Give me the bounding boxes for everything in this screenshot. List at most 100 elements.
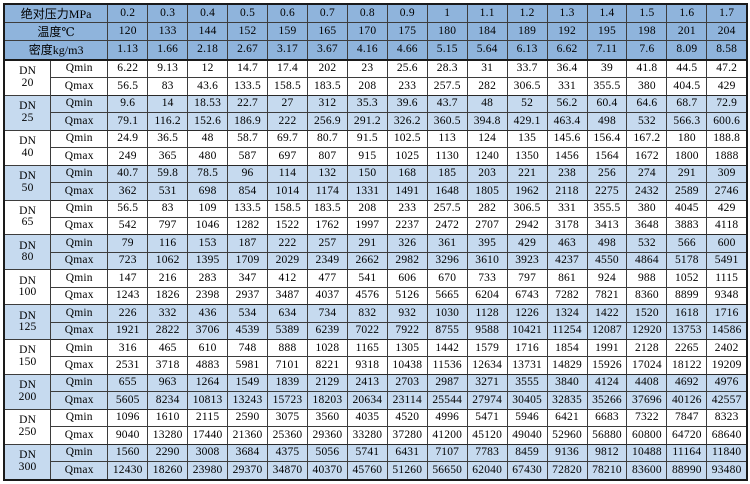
absolute-pressure-value: 0.2	[107, 3, 149, 24]
qmin-value: 43.7	[426, 94, 468, 114]
qmin-value: 1264	[187, 373, 229, 393]
table-row: Qmax 2531 3718 4883 5981 7101 8221 9318 10438 115…	[4, 356, 748, 375]
qmax-value: 698	[187, 182, 229, 201]
absolute-pressure-value: 0.5	[227, 3, 269, 24]
dn-label-100: DN 100	[3, 269, 52, 306]
table-row: Qmax 5605 8234 10813 13243 15723 18203 20634 231…	[4, 391, 748, 410]
qmax-value: 83	[147, 77, 189, 96]
absolute-pressure-value: 0.3	[147, 3, 189, 24]
qmax-value: 2937	[227, 286, 269, 306]
absolute-pressure-value: 1.3	[546, 3, 588, 24]
density-value: 2.67	[227, 40, 269, 61]
qmin-value: 1549	[227, 373, 269, 393]
qmin-value: 24.9	[107, 129, 149, 149]
qmin-value: 888	[267, 339, 308, 358]
qmax-label: Qmax	[50, 77, 109, 96]
qmin-value: 222	[267, 234, 308, 253]
qmax-value: 4576	[346, 286, 388, 306]
qmin-value: 72.9	[706, 94, 748, 114]
dn-size: 300	[18, 460, 37, 473]
qmin-value: 655	[107, 373, 149, 393]
qmax-value: 4883	[187, 356, 229, 375]
qmin-value: 1579	[466, 339, 508, 358]
dn-label-80: DN 80	[3, 234, 52, 271]
qmin-value: 96	[227, 164, 269, 184]
qmin-value: 79	[107, 234, 149, 253]
qmax-label: Qmax	[50, 356, 109, 375]
dn-prefix: DN	[19, 274, 37, 287]
qmin-value: 1128	[466, 304, 508, 323]
qmin-value: 963	[147, 373, 189, 393]
temperature-value: 180	[426, 22, 468, 42]
qmin-value: 532	[626, 234, 668, 253]
qmin-value: 14.7	[227, 59, 269, 79]
qmin-value: 3560	[306, 408, 348, 428]
absolute-pressure-value: 0.6	[267, 3, 308, 24]
dn-size: 250	[18, 425, 37, 438]
qmax-value: 5491	[706, 251, 748, 271]
qmin-value: 1422	[586, 304, 628, 323]
qmax-value: 429	[706, 77, 748, 96]
qmax-value: 45120	[466, 426, 508, 445]
qmax-value: 394.8	[466, 112, 508, 131]
qmax-value: 17024	[626, 356, 668, 375]
table-row: Qmax 723 1062 1395 1709 2029 2349 2662 2982 3296 3…	[4, 251, 748, 271]
qmax-value: 1997	[346, 216, 388, 236]
qmax-value: 25360	[267, 426, 308, 445]
qmin-value: 208	[346, 199, 388, 218]
qmin-value: 233	[386, 199, 428, 218]
density-value: 4.66	[386, 40, 428, 61]
qmin-value: 39.6	[386, 94, 428, 114]
qmin-value: 153	[187, 234, 229, 253]
qmin-value: 6.22	[107, 59, 149, 79]
qmin-value: 1520	[626, 304, 668, 323]
qmin-value: 102.5	[386, 129, 428, 149]
qmax-value: 52960	[546, 426, 588, 445]
qmin-value: 168	[386, 164, 428, 184]
qmax-value: 41200	[426, 426, 468, 445]
qmax-value: 8234	[147, 391, 189, 410]
qmax-value: 463.4	[546, 112, 588, 131]
qmin-value: 113	[426, 129, 468, 149]
qmax-value: 5178	[666, 251, 708, 271]
qmin-value: 463	[546, 234, 588, 253]
qmin-label: Qmin	[50, 373, 109, 393]
steam-flow-capacity-table: 绝对压力MPa 0.2 0.3 0.4 0.5 0.6 0.7 0.8 0.9 1 1.1 1.2 1.…	[3, 3, 748, 481]
density-value: 6.13	[506, 40, 548, 61]
qmax-value: 3718	[147, 356, 189, 375]
qmax-value: 12430	[107, 461, 149, 481]
qmax-value: 1709	[227, 251, 269, 271]
qmax-value: 116.2	[147, 112, 189, 131]
absolute-pressure-label: 绝对压力MPa	[3, 3, 109, 24]
qmax-value: 4539	[227, 321, 269, 341]
qmax-value: 222	[267, 112, 308, 131]
dn-size: 50	[21, 181, 34, 194]
qmin-label: Qmin	[50, 304, 109, 323]
temperature-label: 温度℃	[3, 22, 109, 42]
qmin-value: 2115	[187, 408, 229, 428]
qmax-value: 83600	[626, 461, 668, 481]
qmax-value: 56.5	[107, 77, 149, 96]
dn-label-25: DN 25	[3, 94, 52, 131]
qmax-value: 2942	[506, 216, 548, 236]
qmin-value: 3075	[267, 408, 308, 428]
qmax-value: 2662	[346, 251, 388, 271]
qmin-value: 1560	[107, 443, 149, 463]
qmax-value: 23114	[386, 391, 428, 410]
qmin-value: 1716	[506, 339, 548, 358]
qmin-value: 733	[466, 269, 508, 288]
qmax-value: 13243	[227, 391, 269, 410]
qmax-value: 13753	[666, 321, 708, 341]
qmax-value: 1046	[187, 216, 229, 236]
qmin-value: 1096	[107, 408, 149, 428]
temperature-value: 159	[267, 22, 308, 42]
qmax-value: 2531	[107, 356, 149, 375]
qmin-value: 2290	[147, 443, 189, 463]
qmin-value: 58.7	[227, 129, 269, 149]
qmax-value: 365	[147, 147, 189, 166]
qmax-value: 1062	[147, 251, 189, 271]
qmin-value: 4976	[706, 373, 748, 393]
qmin-value: 291	[346, 234, 388, 253]
absolute-pressure-value: 1.7	[706, 3, 748, 24]
temperature-value: 201	[666, 22, 708, 42]
